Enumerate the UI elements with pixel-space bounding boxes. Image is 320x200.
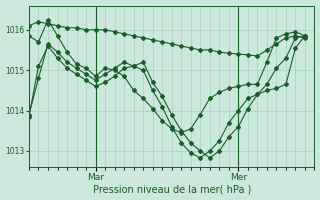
X-axis label: Pression niveau de la mer( hPa ): Pression niveau de la mer( hPa )	[92, 184, 251, 194]
